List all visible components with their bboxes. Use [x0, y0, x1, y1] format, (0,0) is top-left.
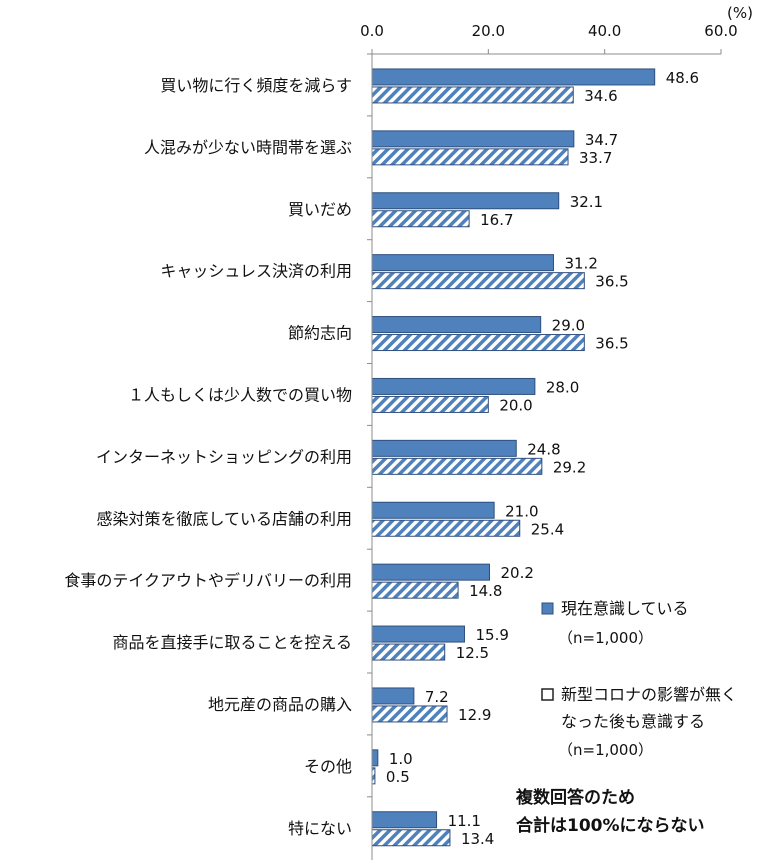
- value-label-after-corona: 13.4: [461, 830, 494, 848]
- value-label-after-corona: 16.7: [480, 211, 513, 229]
- category-label: キャッシュレス決済の利用: [160, 262, 352, 281]
- value-label-current: 21.0: [505, 502, 538, 520]
- bar-current: [371, 563, 490, 581]
- category-label: 買い物に行く頻度を減らす: [160, 76, 352, 95]
- bar-after-corona: [371, 334, 585, 352]
- bar-current: [371, 68, 656, 86]
- annotation-line2: 合計は100%にならない: [516, 815, 705, 836]
- annotation: 複数回答のため 合計は100%にならない: [515, 787, 705, 836]
- bar-current: [371, 377, 536, 395]
- category-label: 地元産の商品の購入: [208, 695, 352, 714]
- category-label: 食事のテイクアウトやデリバリーの利用: [64, 571, 352, 590]
- legend-series1-note: （n=1,000）: [558, 629, 653, 647]
- value-label-after-corona: 0.5: [386, 768, 410, 786]
- bar-current: [371, 130, 575, 148]
- value-label-current: 28.0: [546, 378, 579, 396]
- bar-after-corona: [371, 395, 489, 413]
- category-label: インターネットショッピングの利用: [96, 447, 352, 466]
- legend-series2-note: （n=1,000）: [558, 741, 653, 759]
- bar-current: [371, 625, 465, 643]
- category-label: 買いだめ: [288, 200, 352, 219]
- value-label-current: 29.0: [552, 317, 585, 335]
- unit-label: (%): [727, 4, 753, 22]
- legend-swatch-hatched: [541, 688, 554, 701]
- legend-series2-name-line1: 新型コロナの影響が無く: [561, 685, 737, 704]
- value-label-current: 32.1: [570, 193, 603, 211]
- bar-current: [371, 501, 495, 519]
- value-label-after-corona: 36.5: [595, 273, 628, 291]
- x-axis-ticks: 0.0 20.0 40.0 60.0: [360, 22, 738, 54]
- bar-current: [371, 749, 379, 767]
- value-label-current: 20.2: [500, 564, 533, 582]
- category-label: １人もしくは少人数での買い物: [128, 385, 352, 404]
- value-label-after-corona: 14.8: [469, 582, 502, 600]
- bar-after-corona: [371, 519, 521, 537]
- value-label-after-corona: 25.4: [531, 520, 564, 538]
- value-label-current: 7.2: [425, 688, 449, 706]
- value-label-after-corona: 34.6: [584, 87, 617, 105]
- bar-after-corona: [371, 86, 574, 104]
- bar-after-corona: [371, 705, 448, 723]
- x-tick-label: 0.0: [360, 22, 384, 40]
- value-label-current: 1.0: [389, 750, 413, 768]
- value-label-current: 15.9: [475, 626, 508, 644]
- bar-after-corona: [371, 829, 451, 847]
- value-label-after-corona: 36.5: [595, 335, 628, 353]
- category-label: 商品を直接手に取ることを控える: [112, 633, 352, 652]
- annotation-line1: 複数回答のため: [515, 787, 635, 808]
- category-label: 特にない: [288, 819, 352, 838]
- bar-current: [371, 439, 517, 457]
- x-tick-label: 40.0: [588, 22, 621, 40]
- bar-current: [371, 192, 560, 210]
- bar-after-corona: [371, 272, 585, 290]
- bar-current: [371, 254, 554, 272]
- category-label: 感染対策を徹底している店舗の利用: [96, 509, 352, 528]
- legend-swatch-solid: [541, 602, 554, 615]
- category-label: 人混みが少ない時間帯を選ぶ: [144, 138, 352, 157]
- value-label-current: 48.6: [666, 69, 699, 87]
- bar-after-corona: [371, 148, 569, 166]
- value-label-current: 24.8: [527, 440, 560, 458]
- value-label-after-corona: 20.0: [499, 396, 532, 414]
- legend-series1-name: 現在意識している: [561, 599, 689, 618]
- value-label-after-corona: 29.2: [553, 458, 586, 476]
- bar-current: [371, 316, 542, 334]
- value-label-current: 11.1: [448, 812, 481, 830]
- legend-series2-name-line2: なった後も意識する: [561, 712, 705, 731]
- value-label-current: 31.2: [564, 255, 597, 273]
- category-label: その他: [304, 757, 352, 776]
- category-label: 節約志向: [288, 324, 352, 343]
- value-label-after-corona: 12.5: [456, 644, 489, 662]
- x-tick-label: 20.0: [472, 22, 505, 40]
- value-label-after-corona: 12.9: [458, 706, 491, 724]
- bar-after-corona: [371, 643, 446, 661]
- bars: 買い物に行く頻度を減らす 48.6 34.6 人混みが少ない時間帯を選ぶ 34.733.…: [64, 53, 699, 848]
- x-tick-label: 60.0: [704, 22, 737, 40]
- legend: 現在意識している （n=1,000） 新型コロナの影響が無く なった後も意識する…: [541, 599, 737, 759]
- bar-current: [371, 811, 438, 829]
- value-label-current: 34.7: [585, 131, 618, 149]
- bar-after-corona: [371, 210, 470, 228]
- value-label-after-corona: 33.7: [579, 149, 612, 167]
- bar-after-corona: [371, 581, 459, 599]
- bar-current: [371, 687, 415, 705]
- bar-after-corona: [371, 457, 543, 475]
